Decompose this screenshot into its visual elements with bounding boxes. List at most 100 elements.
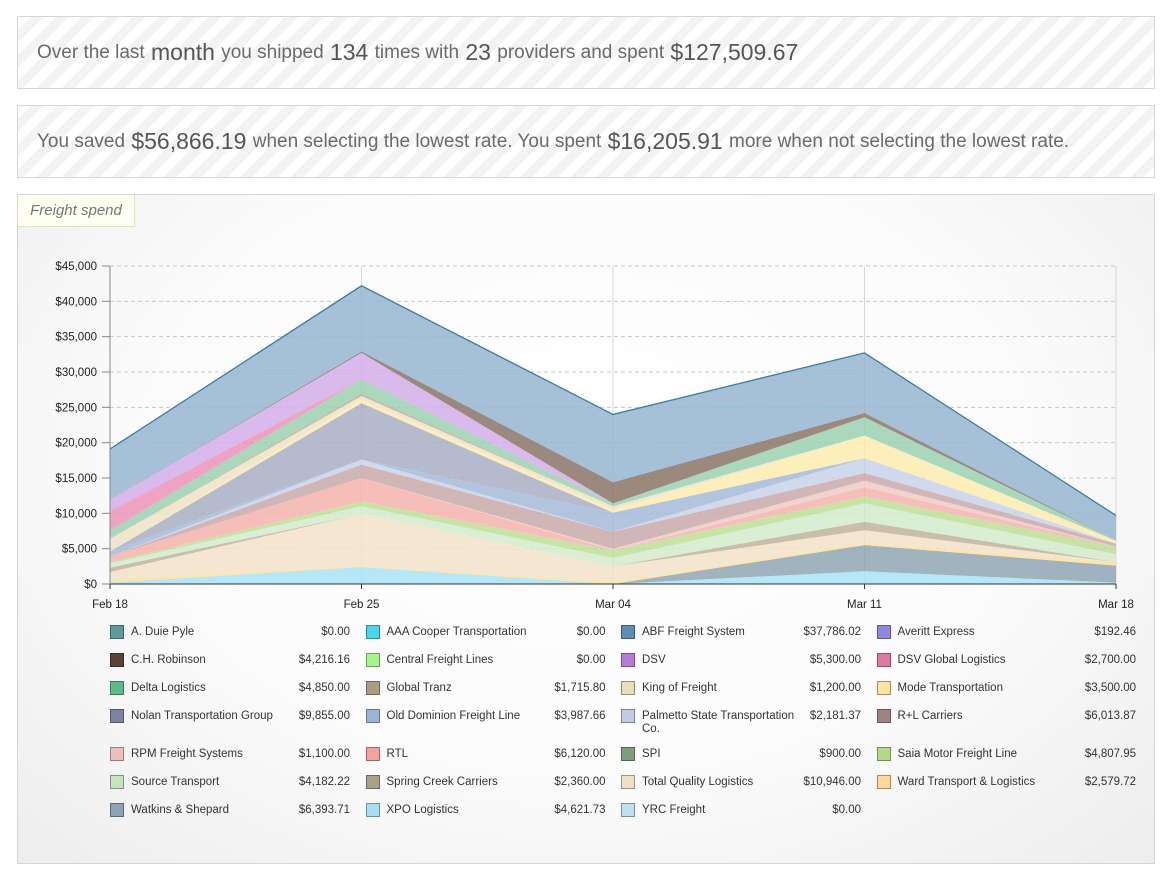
legend-value: $900.00 <box>819 748 861 760</box>
legend-name: SPI <box>642 748 661 760</box>
legend-name: King of Freight <box>642 682 717 694</box>
legend-swatch <box>110 709 124 723</box>
legend-swatch <box>621 803 635 817</box>
legend-name: DSV Global Logistics <box>897 654 1006 666</box>
legend-swatch <box>110 653 124 667</box>
legend-value: $2,579.72 <box>1084 776 1136 788</box>
legend-name: YRC Freight <box>642 804 706 816</box>
legend-name: A. Duie Pyle <box>131 626 195 638</box>
x-tick-label: Feb 25 <box>344 599 380 611</box>
legend-value: $0.00 <box>576 654 606 666</box>
legend-name: RTL <box>386 748 409 760</box>
legend-name: Delta Logistics <box>131 682 206 694</box>
summary-spent: $127,509.67 <box>670 39 799 65</box>
legend-value: $4,216.16 <box>298 654 350 666</box>
legend-value: $37,786.02 <box>803 626 861 638</box>
legend-swatch <box>110 803 124 817</box>
legend-name: Global Tranz <box>386 682 452 694</box>
y-tick-label: $0 <box>84 579 97 591</box>
legend-swatch <box>365 681 380 695</box>
savings-extra: $16,205.91 <box>607 128 723 154</box>
area-spring-creek-carriers <box>110 514 1116 572</box>
legend-value: $3,500.00 <box>1084 682 1136 694</box>
legend-name: RPM Freight Systems <box>131 748 243 760</box>
area-source-transport <box>110 503 1116 568</box>
savings-saved: $56,866.19 <box>131 128 247 154</box>
legend-swatch <box>876 747 891 761</box>
legend-value: $0.00 <box>832 804 861 816</box>
legend-swatch <box>876 709 891 723</box>
area-watkins-shepard <box>110 545 1116 584</box>
legend-swatch <box>365 775 380 789</box>
legend-value: $2,700.00 <box>1084 654 1136 666</box>
savings-text-2: when selecting the lowest rate. You spen… <box>247 130 607 152</box>
legend-name: Spring Creek Carriers <box>386 776 498 788</box>
summary-text-2: you shipped <box>215 41 329 63</box>
legend-swatch <box>621 653 635 667</box>
y-tick-label: $30,000 <box>55 367 97 379</box>
area-nolan-transportation-group <box>110 403 1116 552</box>
shipping-summary-banner: Over the last month you shipped 134 time… <box>17 16 1155 89</box>
area-rtl <box>110 478 1116 563</box>
legend-value: $0.00 <box>321 626 350 638</box>
legend-value: $1,100.00 <box>298 748 350 760</box>
legend-value: $9,855.00 <box>298 710 350 722</box>
legend-swatch <box>365 747 380 761</box>
y-tick-label: $35,000 <box>55 332 97 344</box>
panel-label: Freight spend <box>18 195 135 227</box>
y-tick-label: $20,000 <box>55 438 97 450</box>
area-delta-logistics <box>110 379 1116 541</box>
x-tick-label: Mar 11 <box>847 599 882 611</box>
x-tick-label: Mar 04 <box>595 599 631 611</box>
legend-value: $10,946.00 <box>803 776 861 788</box>
area-mode-transportation <box>110 399 1116 552</box>
legend-swatch <box>365 625 380 639</box>
legend-swatch <box>876 681 891 695</box>
summary-text-3: times with <box>369 41 465 63</box>
savings-text-3: more when not selecting the lowest rate. <box>723 130 1070 152</box>
legend-value: $2,360.00 <box>554 776 606 788</box>
legend-value: $6,013.87 <box>1084 710 1136 722</box>
legend-swatch <box>110 747 124 761</box>
y-tick-label: $40,000 <box>55 296 97 308</box>
savings-text-1: You saved <box>37 130 131 152</box>
legend-name: Total Quality Logistics <box>642 776 754 788</box>
area-abf-freight-system <box>110 285 1116 541</box>
legend-value: $0.00 <box>576 626 606 638</box>
legend-swatch <box>621 747 635 761</box>
legend-swatch <box>110 625 124 639</box>
summary-period: month <box>151 39 215 65</box>
legend-value: $4,807.95 <box>1084 748 1136 760</box>
legend-value: $4,850.00 <box>298 682 350 694</box>
legend-value: $5,300.00 <box>809 654 861 666</box>
freight-spend-chart: $0 $5,000 $10,000 $15,000 $20,000 $25,000 $30,… <box>55 261 1133 611</box>
summary-shipments: 134 <box>329 39 369 65</box>
area-r-l-carriers <box>110 464 1116 557</box>
legend-swatch <box>876 653 891 667</box>
legend-value: $3,987.66 <box>554 710 606 722</box>
area-top-outline <box>109 285 1117 517</box>
legend-name: Old Dominion Freight Line <box>386 710 521 722</box>
legend-value: $6,120.00 <box>554 748 606 760</box>
legend-name: Source Transport <box>131 776 220 788</box>
legend-swatch <box>621 775 635 789</box>
legend-name: Saia Motor Freight Line <box>897 748 1018 760</box>
legend-swatch <box>365 803 380 817</box>
legend-swatch <box>110 681 124 695</box>
y-tick-label: $5,000 <box>62 544 97 556</box>
legend-swatch <box>365 709 380 723</box>
legend-swatch <box>621 681 635 695</box>
legend-name: Averitt Express <box>897 626 975 638</box>
legend-name: DSV <box>642 654 666 666</box>
area-c-h-robinson <box>110 351 1116 541</box>
y-tick-label: $10,000 <box>55 508 97 520</box>
legend-name: Palmetto State Transportation Co. <box>642 710 795 735</box>
legend-swatch <box>621 625 635 639</box>
legend-swatch <box>876 625 891 639</box>
legend-name: AAA Cooper Transportation <box>386 626 527 638</box>
legend-value: $192.46 <box>1094 626 1136 638</box>
legend-value: $6,393.71 <box>298 804 350 816</box>
legend-value: $2,181.37 <box>809 710 861 722</box>
area-total-quality-logistics <box>110 514 1116 582</box>
y-tick-label: $25,000 <box>55 402 97 414</box>
